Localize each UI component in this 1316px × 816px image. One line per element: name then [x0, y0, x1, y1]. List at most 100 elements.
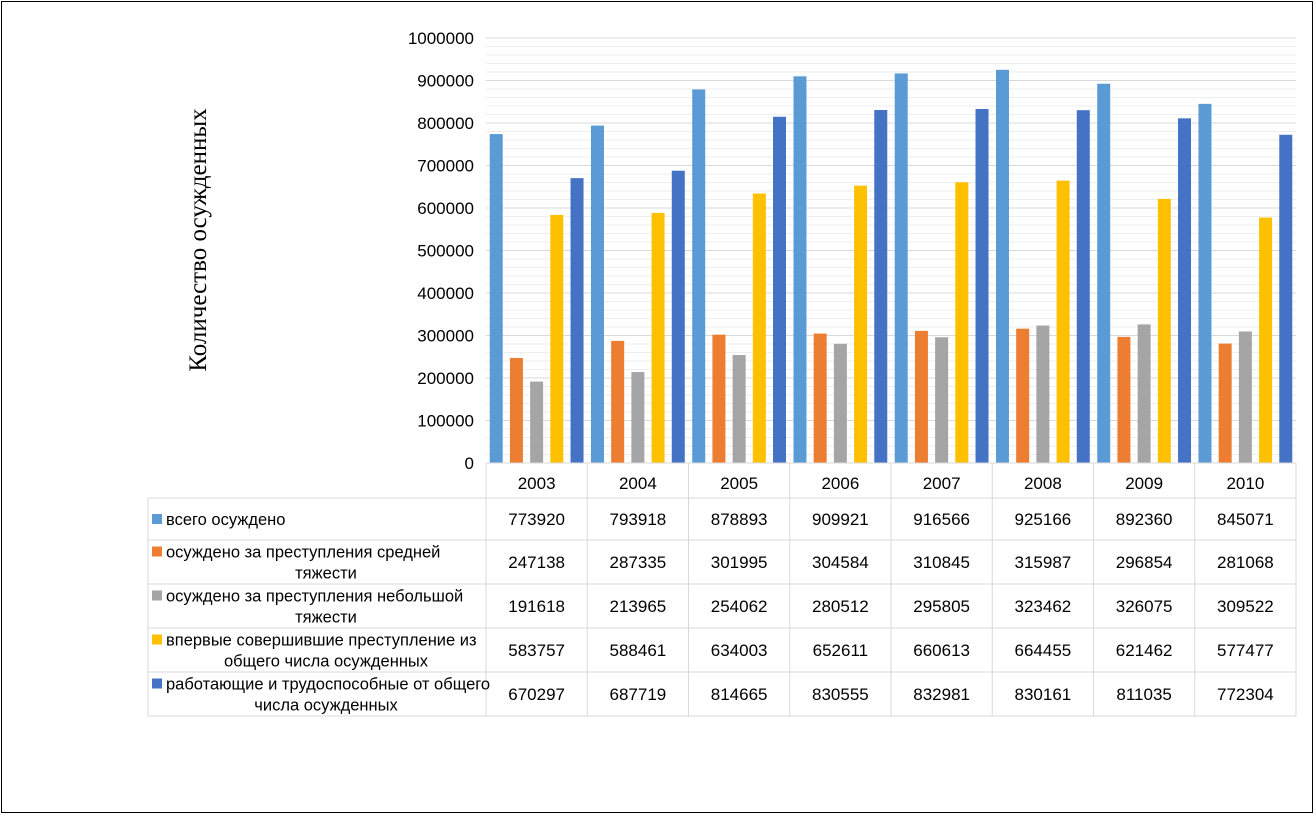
bar-series-1-2008 [995, 69, 1009, 464]
data-table: 2003 2004 2005 2006 2007 2008 2009 2010 всего ос… [147, 462, 1297, 717]
x-tick-label: 2009 [1125, 474, 1163, 493]
row-label-series-3: осуждено за преступления небольшой тяжест… [166, 588, 463, 627]
bar-series-5-2005 [773, 116, 787, 464]
y-tick-label: 600000 [417, 199, 474, 218]
bar-series-5-2007 [975, 108, 989, 463]
bar-series-2-2004 [611, 340, 625, 463]
row-label-series-2: осуждено за преступления средней тяжести [166, 544, 440, 583]
bar-series-1-2003 [489, 134, 503, 464]
table-cell-value: 588461 [610, 641, 667, 660]
legend-key-series-5 [152, 678, 162, 689]
bar-series-5-2004 [671, 170, 685, 463]
bar-series-5-2008 [1076, 110, 1090, 463]
table-cell-value: 634003 [711, 641, 768, 660]
y-tick-label: 100000 [417, 412, 474, 431]
table-cell-value: 660613 [913, 641, 970, 660]
table-cell-value: 830555 [812, 685, 869, 704]
bar-series-3-2010 [1238, 331, 1252, 463]
bar-series-1-2006 [793, 76, 807, 464]
table-cell-value: 892360 [1116, 510, 1173, 529]
table-cell-value: 925166 [1015, 510, 1072, 529]
bar-series-1-2007 [894, 73, 908, 464]
row-label-series-5: работающие и трудоспособные от общего чис… [166, 676, 490, 715]
bar-series-4-2006 [854, 185, 868, 463]
table-cell-value: 295805 [913, 597, 970, 616]
bar-series-2-2003 [509, 357, 523, 463]
bar-series-3-2004 [631, 372, 645, 463]
bar-series-3-2003 [530, 381, 544, 463]
table-cell-value: 811035 [1116, 685, 1171, 704]
table-cell-value: 814665 [711, 685, 768, 704]
table-cell-value: 664455 [1015, 641, 1072, 660]
bar-series-3-2007 [935, 337, 949, 463]
y-tick-label: 300000 [417, 327, 474, 346]
y-tick-label: 800000 [417, 114, 474, 133]
table-cell-value: 878893 [711, 510, 768, 529]
table-cell-value: 301995 [711, 553, 768, 572]
table-cell-value: 280512 [812, 597, 869, 616]
y-axis-ticks: 0 100000 200000 300000 400000 500000 600000 700… [408, 29, 474, 473]
y-axis-label: Количество осужденных [185, 108, 212, 372]
table-cell-value: 323462 [1015, 597, 1072, 616]
bar-series-5-2006 [874, 110, 888, 463]
table-cell-value: 652611 [813, 641, 868, 660]
bar-series-4-2004 [651, 212, 665, 463]
y-tick-label: 700000 [417, 157, 474, 176]
table-cell-value: 287335 [610, 553, 667, 572]
gridlines [486, 37, 1296, 464]
table-cell-value: 909921 [812, 510, 869, 529]
table-cell-value: 247138 [508, 553, 565, 572]
bar-series-1-2005 [692, 89, 706, 464]
table-cell-value: 670297 [508, 685, 565, 704]
y-tick-label: 900000 [417, 72, 474, 91]
bar-series-2-2009 [1117, 336, 1131, 463]
legend-key-series-3 [152, 590, 162, 601]
table-cell-value: 832981 [913, 685, 970, 704]
table-cell-value: 213965 [610, 597, 667, 616]
table-cell-value: 773920 [508, 510, 565, 529]
y-tick-label: 400000 [417, 284, 474, 303]
table-cell-value: 310845 [913, 553, 970, 572]
y-tick-label: 500000 [417, 242, 474, 261]
x-tick-label: 2003 [518, 474, 556, 493]
y-tick-label: 200000 [417, 369, 474, 388]
table-cell-value: 830161 [1015, 685, 1072, 704]
bar-series-3-2006 [833, 343, 847, 463]
legend-key-series-4 [152, 634, 162, 645]
table-cell-value: 315987 [1015, 553, 1072, 572]
bar-series-4-2005 [752, 193, 766, 464]
row-label-series-4: впервые совершившие преступление из общег… [166, 632, 477, 671]
bar-series-5-2003 [570, 178, 584, 463]
bar-series-1-2009 [1097, 83, 1111, 463]
table-cell-value: 304584 [812, 553, 869, 572]
table-cell-value: 916566 [913, 510, 970, 529]
bar-series-5-2009 [1178, 118, 1192, 464]
bar-series-4-2007 [955, 182, 969, 463]
bar-series-2-2007 [914, 330, 928, 463]
table-cell-value: 583757 [508, 641, 565, 660]
bar-series-2-2005 [712, 334, 726, 463]
table-cell-value: 326075 [1116, 597, 1173, 616]
table-cell-value: 281068 [1217, 553, 1274, 572]
legend-key-series-1 [152, 514, 162, 524]
bar-series-2-2008 [1016, 328, 1030, 463]
table-cell-value: 191618 [508, 597, 565, 616]
y-tick-label: 0 [465, 454, 474, 473]
bar-series-5-2010 [1279, 134, 1293, 463]
x-tick-label: 2008 [1024, 474, 1062, 493]
table-cell-value: 296854 [1116, 553, 1173, 572]
x-tick-label: 2004 [619, 474, 657, 493]
x-tick-label: 2006 [821, 474, 859, 493]
bar-series-2-2006 [813, 333, 827, 463]
bar-series-1-2004 [590, 125, 604, 464]
bar-series-1-2010 [1198, 103, 1212, 464]
bar-series-2-2010 [1218, 343, 1232, 463]
table-cell-value: 309522 [1217, 597, 1274, 616]
x-tick-label: 2010 [1226, 474, 1264, 493]
row-label-series-1: всего осуждено [166, 511, 285, 529]
bars [489, 69, 1293, 464]
table-cell-value: 687719 [610, 685, 667, 704]
bar-series-4-2010 [1259, 217, 1273, 463]
legend-key-series-2 [152, 546, 162, 557]
